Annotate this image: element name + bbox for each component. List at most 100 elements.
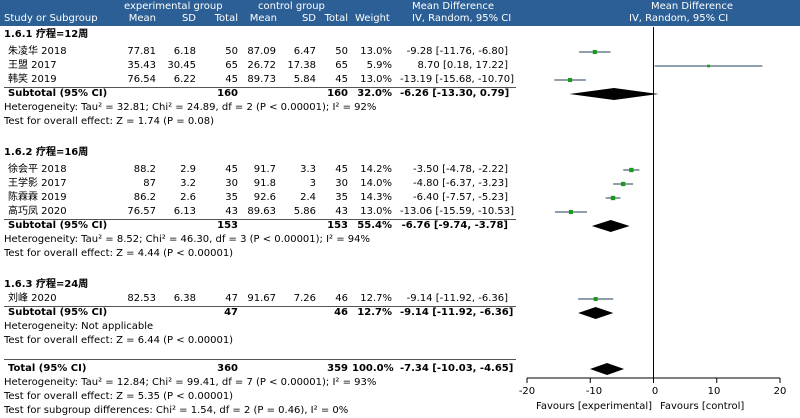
study-marker bbox=[568, 209, 573, 215]
weight-header: Weight bbox=[355, 13, 390, 24]
exp-total: 47 bbox=[225, 293, 238, 304]
exp-sd: 2.6 bbox=[180, 192, 196, 203]
exp-total: 30 bbox=[225, 178, 238, 189]
exp-mean: 82.53 bbox=[127, 293, 156, 304]
weight: 14.0% bbox=[360, 178, 392, 189]
subtotal-ctrl-total: 46 bbox=[334, 307, 348, 318]
weight: 14.2% bbox=[360, 164, 392, 175]
subtotal-diamond bbox=[578, 307, 614, 319]
subtotal-label: Subtotal (95% CI) bbox=[8, 307, 108, 318]
ctrl-mean: 92.6 bbox=[253, 192, 276, 203]
subtotal-ctrl-total: 160 bbox=[327, 88, 348, 99]
overall-effect-text: Test for overall effect: Z = 1.74 (P = 0… bbox=[4, 116, 214, 127]
ctrl-total: 43 bbox=[335, 206, 348, 217]
exp-total: 45 bbox=[225, 74, 238, 85]
ctrl-mean: 87.09 bbox=[247, 46, 276, 57]
subgroup-title: 1.6.3 疗程=24周 bbox=[4, 279, 89, 290]
tick-label: -10 bbox=[585, 386, 603, 397]
ctrl-total: 65 bbox=[335, 60, 348, 71]
exp-mean: 76.57 bbox=[127, 206, 156, 217]
exp-mean: 76.54 bbox=[127, 74, 156, 85]
ctrl-total: 45 bbox=[335, 164, 348, 175]
ctrl-mean: 91.8 bbox=[253, 178, 276, 189]
md-ci: -4.80 [-6.37, -3.23] bbox=[413, 178, 508, 189]
subtotal-exp-total: 153 bbox=[217, 220, 238, 231]
exp-total: 35 bbox=[225, 192, 238, 203]
ctrl-sd: 17.38 bbox=[287, 60, 316, 71]
ctrl-total: 30 bbox=[335, 178, 348, 189]
exp-sd-header: SD bbox=[181, 13, 196, 24]
md-header-plot: Mean Difference bbox=[651, 1, 733, 12]
study-name: 高巧凤 2020 bbox=[8, 206, 67, 217]
md-ci: -6.40 [-7.57, -5.23] bbox=[413, 192, 508, 203]
ctrl-mean: 91.67 bbox=[247, 293, 276, 304]
row-divider bbox=[4, 306, 516, 307]
study-name: 朱凌华 2018 bbox=[8, 46, 67, 57]
total-overall-effect: Test for overall effect: Z = 5.35 (P < 0… bbox=[4, 391, 234, 402]
exp-sd: 2.9 bbox=[180, 164, 196, 175]
md-ci: -9.14 [-11.92, -6.36] bbox=[406, 293, 508, 304]
exp-total: 50 bbox=[225, 46, 238, 57]
exp-total: 43 bbox=[225, 206, 238, 217]
ctrl-sd: 2.4 bbox=[300, 192, 316, 203]
ctrl-sd: 6.47 bbox=[293, 46, 316, 57]
subtotal-diamond bbox=[569, 88, 659, 100]
study-col-header: Study or Subgroup bbox=[4, 13, 98, 24]
tick-label: 10 bbox=[707, 386, 721, 397]
ctrl-total: 35 bbox=[335, 192, 348, 203]
overall-diamond bbox=[590, 363, 625, 375]
study-marker bbox=[592, 49, 597, 55]
heterogeneity-text: Heterogeneity: Tau² = 32.81; Chi² = 24.8… bbox=[4, 102, 377, 113]
subtotal-weight: 12.7% bbox=[357, 307, 392, 318]
exp-mean-header: Mean bbox=[128, 13, 156, 24]
ctrl-sd: 3 bbox=[309, 178, 316, 189]
total-ci: -7.34 [-10.03, -4.65] bbox=[400, 363, 514, 374]
study-name: 王盟 2017 bbox=[8, 60, 57, 71]
study-name: 王学影 2017 bbox=[8, 178, 67, 189]
study-marker bbox=[610, 195, 616, 201]
subtotal-exp-total: 47 bbox=[224, 307, 238, 318]
exp-mean: 87 bbox=[143, 178, 156, 189]
ctrl-sd-header: SD bbox=[301, 13, 316, 24]
md-sub-header-plot: IV, Random, 95% CI bbox=[629, 13, 729, 24]
tick-label: 20 bbox=[773, 386, 787, 397]
exp-sd: 3.2 bbox=[180, 178, 196, 189]
exp-mean: 77.81 bbox=[127, 46, 156, 57]
heterogeneity-text: Heterogeneity: Tau² = 8.52; Chi² = 46.30… bbox=[4, 234, 371, 245]
row-divider bbox=[4, 87, 516, 88]
ctrl-mean: 91.7 bbox=[253, 164, 276, 175]
exp-sd: 6.13 bbox=[173, 206, 196, 217]
subtotal-ci: -6.76 [-9.74, -3.78] bbox=[401, 220, 508, 231]
exp-sd: 6.38 bbox=[173, 293, 196, 304]
subtotal-ci: -6.26 [-13.30, 0.79] bbox=[400, 88, 510, 99]
ctrl-sd: 3.3 bbox=[300, 164, 316, 175]
exp-total: 45 bbox=[225, 164, 238, 175]
ctrl-sd: 5.86 bbox=[293, 206, 316, 217]
heterogeneity-text: Heterogeneity: Not applicable bbox=[4, 321, 154, 332]
study-name: 陈霖霖 2019 bbox=[8, 192, 67, 203]
ctrl-total: 50 bbox=[335, 46, 348, 57]
exp-sd: 6.18 bbox=[173, 46, 196, 57]
exp-sd: 30.45 bbox=[167, 60, 196, 71]
md-ci: 8.70 [0.18, 17.22] bbox=[417, 60, 509, 71]
weight: 13.0% bbox=[360, 206, 392, 217]
ctrl-total: 45 bbox=[335, 74, 348, 85]
subtotal-weight: 55.4% bbox=[357, 220, 392, 231]
weight: 12.7% bbox=[360, 293, 392, 304]
weight: 14.3% bbox=[360, 192, 392, 203]
md-ci: -9.28 [-11.76, -6.80] bbox=[406, 46, 508, 57]
weight: 5.9% bbox=[366, 60, 392, 71]
subgroup-differences-test: Test for subgroup differences: Chi² = 1.… bbox=[4, 405, 349, 416]
md-ci: -3.50 [-4.78, -2.22] bbox=[413, 164, 508, 175]
study-name: 徐会平 2018 bbox=[8, 164, 67, 175]
exp-total: 65 bbox=[225, 60, 238, 71]
total-weight: 100.0% bbox=[352, 363, 394, 374]
total-exp-total: 360 bbox=[217, 363, 238, 374]
md-sub-header: IV, Random, 95% CI bbox=[412, 13, 512, 24]
favours-experimental-label: Favours [experimental] bbox=[536, 401, 652, 412]
exp-sd: 6.22 bbox=[173, 74, 196, 85]
header-bar bbox=[0, 0, 800, 26]
ctrl-mean: 26.72 bbox=[247, 60, 276, 71]
weight: 13.0% bbox=[360, 46, 392, 57]
row-divider bbox=[4, 359, 516, 360]
